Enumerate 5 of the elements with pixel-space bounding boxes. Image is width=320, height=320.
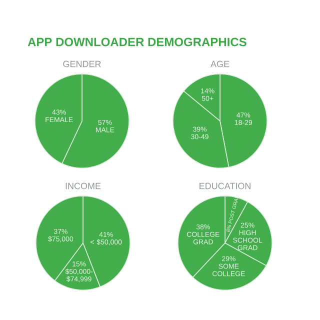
chart-title: INCOME: [66, 182, 101, 190]
chart-title: EDUCATION: [200, 182, 250, 190]
text: APP DOWNLOADER DEMOGRAPHICS: [28, 38, 246, 46]
chart-title: AGE: [210, 60, 230, 68]
chart-title: GENDER: [63, 60, 101, 68]
